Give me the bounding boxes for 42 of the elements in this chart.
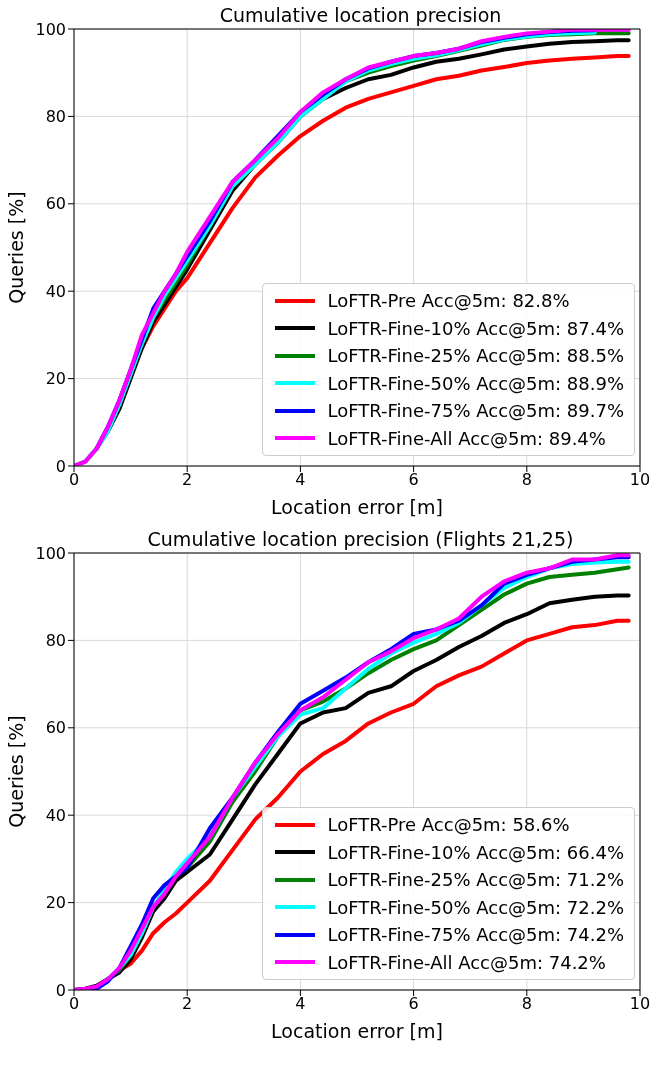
y-tick-label: 100: [35, 543, 66, 563]
y-tick-label: 20: [45, 893, 66, 913]
chart-title: Cumulative location precision: [218, 4, 503, 26]
legend-label: LoFTR-Fine-25% Acc@5m: 88.5%: [327, 344, 624, 368]
y-tick-label: 0: [55, 456, 66, 476]
x-tick-label: 8: [521, 994, 532, 1014]
x-tick-label: 4: [295, 994, 306, 1014]
x-tick-label: 6: [408, 470, 419, 490]
y-tick-label: 60: [45, 194, 66, 214]
y-tick-label: 80: [45, 107, 66, 127]
legend-label: LoFTR-Fine-75% Acc@5m: 89.7%: [327, 399, 624, 423]
x-tick-label: 6: [408, 994, 419, 1014]
x-axis-title: Location error [m]: [271, 1020, 443, 1042]
y-tick-label: 40: [45, 281, 66, 301]
x-tick-label: 2: [182, 994, 193, 1014]
x-tick-label: 0: [68, 994, 80, 1014]
y-tick-label: 60: [45, 718, 66, 738]
x-tick-label: 0: [68, 470, 80, 490]
y-tick-label: 0: [55, 980, 66, 1000]
y-tick-label: 40: [45, 805, 66, 825]
legend-label: LoFTR-Fine-75% Acc@5m: 74.2%: [327, 923, 624, 947]
legend-label: LoFTR-Pre Acc@5m: 82.8%: [327, 289, 570, 313]
x-tick-label: 4: [295, 470, 306, 490]
x-tick-label: 10: [629, 994, 651, 1014]
legend-label: LoFTR-Fine-All Acc@5m: 89.4%: [327, 426, 606, 451]
x-tick-label: 8: [521, 470, 532, 490]
legend-label: LoFTR-Fine-10% Acc@5m: 66.4%: [327, 840, 624, 865]
legend-label: LoFTR-Pre Acc@5m: 58.6%: [327, 813, 570, 837]
legend-label: LoFTR-Fine-50% Acc@5m: 72.2%: [327, 895, 624, 920]
x-tick-label: 10: [629, 470, 651, 490]
x-tick-label: 2: [182, 470, 193, 490]
y-tick-label: 80: [45, 631, 66, 651]
legend-label: LoFTR-Fine-10% Acc@5m: 87.4%: [327, 316, 624, 341]
y-axis-title: Queries [%]: [4, 715, 27, 828]
y-tick-label: 20: [45, 369, 66, 389]
legend-label: LoFTR-Fine-25% Acc@5m: 71.2%: [327, 868, 624, 892]
y-axis-title: Queries [%]: [4, 191, 27, 304]
x-axis-title: Location error [m]: [271, 496, 443, 518]
legend-label: LoFTR-Fine-50% Acc@5m: 88.9%: [327, 371, 624, 396]
legend-label: LoFTR-Fine-All Acc@5m: 74.2%: [327, 950, 606, 975]
chart-title: Cumulative location precision (Flights 21,25): [146, 528, 575, 550]
y-tick-label: 100: [35, 19, 66, 39]
